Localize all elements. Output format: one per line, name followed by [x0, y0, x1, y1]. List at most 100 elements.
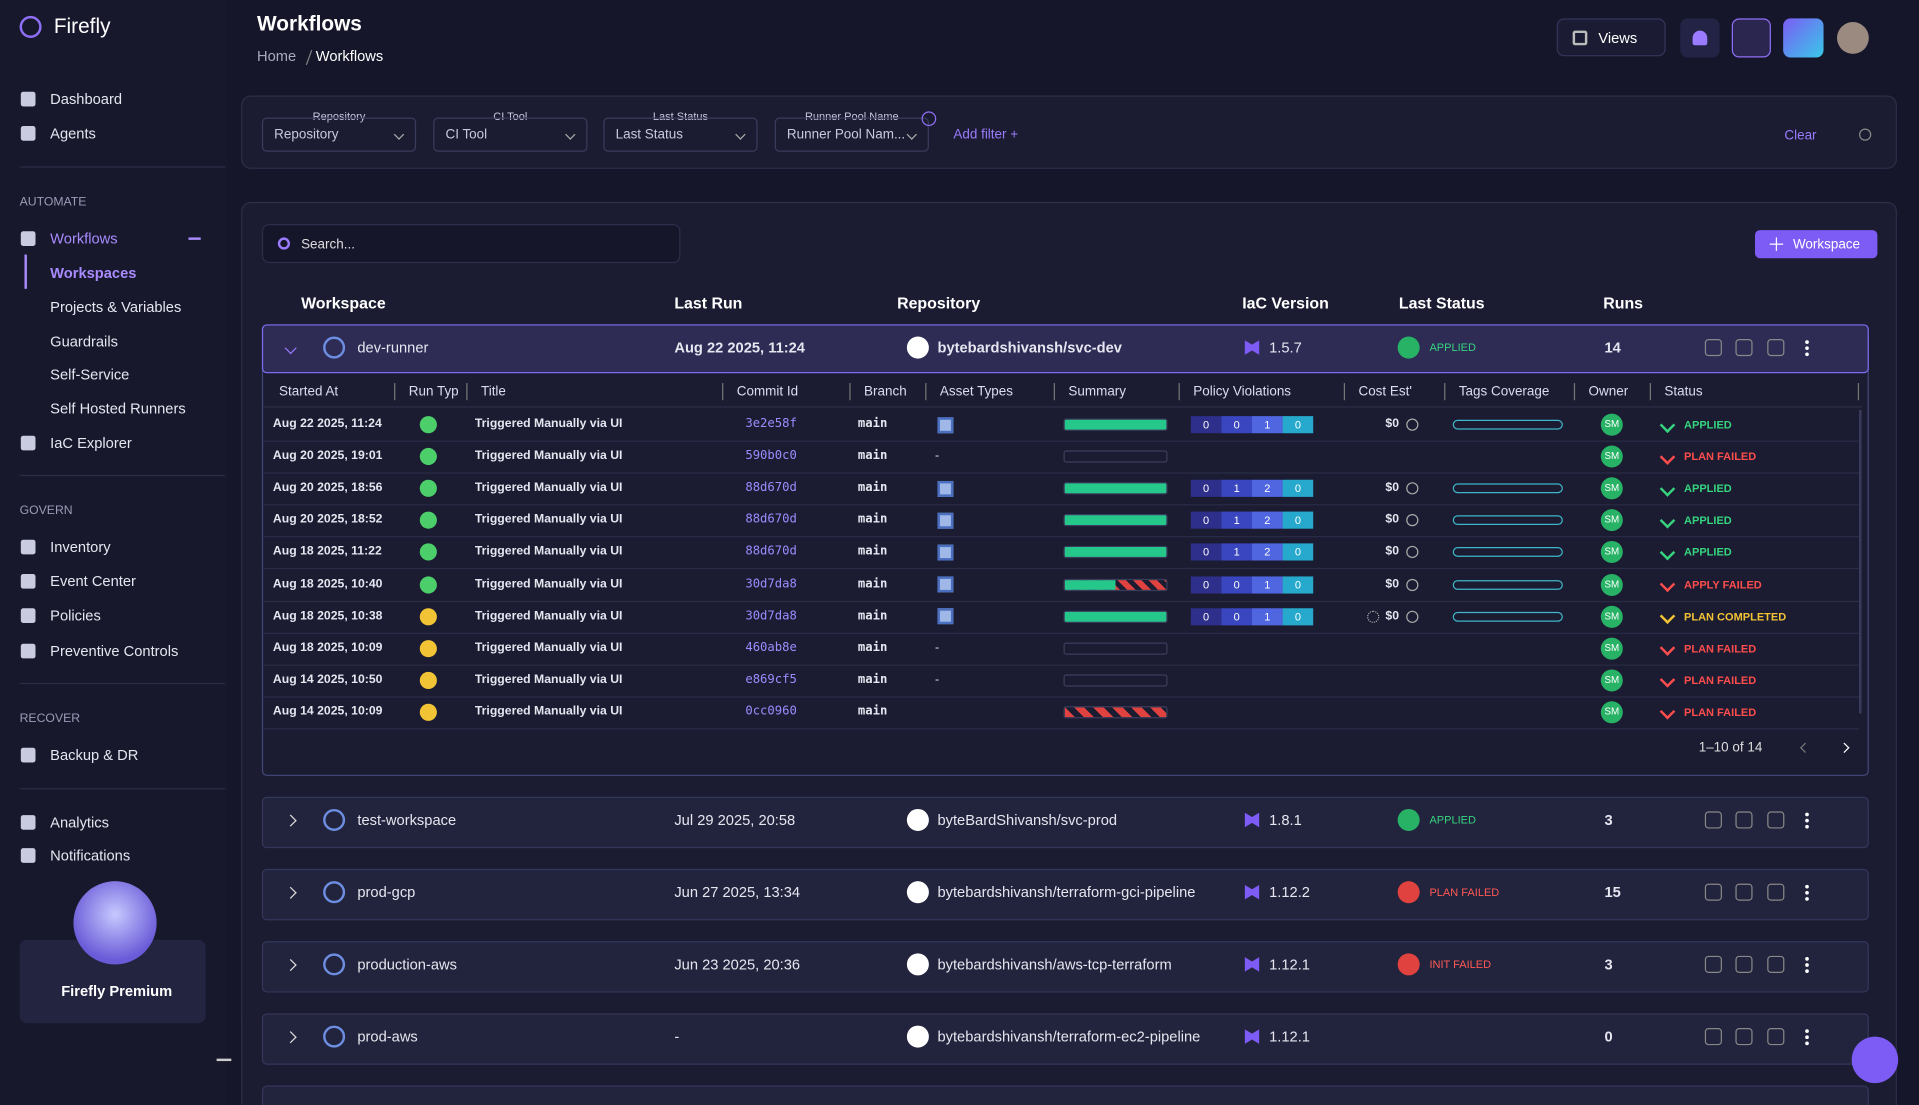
repository[interactable]: bytebardshivansh/svc-dev	[937, 339, 1122, 357]
commit-id[interactable]: 88d670d	[745, 481, 797, 495]
owner-avatar	[1600, 669, 1623, 692]
workspace-button-label[interactable]: Workspace	[1792, 237, 1861, 253]
nav-item[interactable]: Analytics	[50, 813, 109, 831]
nav-item[interactable]: Notifications	[50, 846, 131, 865]
views-label[interactable]: Views	[1598, 29, 1638, 47]
violation-count: 0	[1203, 418, 1210, 431]
commit-id[interactable]: 30d7da8	[745, 577, 797, 591]
owner-avatar	[1600, 541, 1623, 564]
last-run: Aug 22 2025, 11:24	[674, 339, 805, 357]
repository[interactable]: byteBardShivansh/svc-prod	[937, 811, 1118, 829]
run-title: Triggered Manually via UI	[474, 449, 623, 463]
commit-id[interactable]: 0cc0960	[745, 704, 797, 719]
search-placeholder[interactable]: Search...	[301, 237, 355, 253]
nav-subitem[interactable]: Workspaces	[50, 264, 137, 282]
more-dot	[1804, 890, 1809, 895]
search-icon	[277, 237, 291, 250]
divider	[19, 788, 226, 790]
commit-id[interactable]: 88d670d	[745, 545, 797, 559]
filter-select[interactable]	[774, 117, 929, 152]
runs-column-header: Cost Est'	[1358, 384, 1412, 399]
workspace-row[interactable]	[261, 1013, 1869, 1065]
branch: main	[857, 608, 888, 623]
nav-item[interactable]: Preventive Controls	[50, 642, 179, 660]
commit-id[interactable]: e869cf5	[745, 672, 797, 687]
github-icon	[906, 336, 929, 359]
runs-column-header: Branch	[864, 384, 907, 399]
nav-item[interactable]: Policies	[50, 607, 101, 625]
repository[interactable]: bytebardshivansh/terraform-gci-pipeline	[937, 883, 1196, 901]
workspace-row[interactable]	[261, 324, 1869, 374]
nav-item[interactable]: Event Center	[50, 572, 136, 590]
filter-select[interactable]	[433, 117, 588, 152]
branch: main	[857, 640, 888, 655]
row-action	[1704, 811, 1722, 829]
run-type-icon	[419, 575, 437, 593]
invite-button[interactable]	[1731, 18, 1771, 58]
nav-subitem[interactable]: Guardrails	[50, 332, 118, 351]
filter-select[interactable]	[261, 117, 417, 152]
filter-select[interactable]	[603, 117, 758, 152]
nav-item[interactable]: Inventory	[50, 538, 111, 556]
status-label: PLAN FAILED	[1429, 886, 1500, 899]
violation-cell	[1190, 607, 1222, 625]
nav-subitem[interactable]: Self Hosted Runners	[50, 400, 186, 418]
clear-filters[interactable]: Clear	[1784, 128, 1817, 144]
filter-label: Repository	[312, 110, 366, 123]
commit-id[interactable]: 88d670d	[745, 513, 797, 527]
add-filter[interactable]: Add filter +	[953, 127, 1019, 142]
nav-item[interactable]: Dashboard	[50, 90, 123, 108]
repository[interactable]: bytebardshivansh/aws-tcp-terraform	[937, 955, 1172, 973]
nav-subitem[interactable]: Self-Service	[50, 365, 130, 384]
branch: main	[857, 577, 888, 591]
violation-count: 0	[1294, 482, 1301, 495]
violation-cell	[1282, 607, 1314, 625]
workspace-name[interactable]: prod-gcp	[357, 883, 416, 901]
commit-id[interactable]: 3e2e58f	[745, 417, 797, 431]
more-dot	[1804, 812, 1809, 816]
github-icon	[906, 881, 929, 904]
nav-subitem[interactable]: Projects & Variables	[50, 298, 182, 316]
breadcrumb-item[interactable]: Home	[257, 47, 297, 65]
summary-bar	[1063, 642, 1168, 655]
workspace-row[interactable]	[261, 941, 1869, 993]
run-status: PLAN FAILED	[1684, 450, 1757, 463]
runs-column-header: Commit Id	[736, 384, 799, 399]
violation-count: 0	[1294, 546, 1301, 559]
runs-count: 0	[1604, 1028, 1613, 1046]
iac-version: 1.8.1	[1269, 811, 1302, 829]
commit-id[interactable]: 590b0c0	[745, 449, 797, 463]
summary-bar	[1063, 450, 1168, 463]
violation-count: 0	[1203, 546, 1210, 559]
nav-item[interactable]: Workflows	[50, 230, 118, 248]
nav-item[interactable]: IaC Explorer	[50, 434, 132, 452]
violation-count: 0	[1294, 514, 1301, 527]
nav-item[interactable]: Backup & DR	[50, 746, 139, 764]
nav-item[interactable]: Agents	[50, 124, 96, 142]
play-button[interactable]	[1783, 18, 1824, 58]
commit-id[interactable]: 30d7da8	[745, 608, 797, 623]
branch: main	[857, 481, 888, 495]
asset-types: -	[935, 449, 940, 463]
promo-title[interactable]: Firefly Premium	[61, 982, 173, 1000]
more-dot	[1804, 1028, 1809, 1033]
section-title: GOVERN	[19, 504, 73, 518]
runs-count: 15	[1604, 883, 1621, 901]
repository[interactable]: bytebardshivansh/terraform-ec2-pipeline	[937, 1028, 1201, 1046]
workspace-row[interactable]	[261, 868, 1869, 921]
active-indicator	[24, 254, 27, 289]
owner-initials: SM	[1604, 418, 1620, 430]
workspace-row[interactable]	[261, 796, 1869, 849]
runs-column-header: Tags Coverage	[1458, 384, 1550, 399]
owner-avatar	[1600, 701, 1623, 724]
workspace-name[interactable]: production-aws	[357, 955, 457, 973]
workspace-name[interactable]: test-workspace	[357, 811, 457, 829]
row-action	[1704, 339, 1722, 357]
violation-cell	[1251, 575, 1283, 593]
workspace-name[interactable]: dev-runner	[357, 339, 429, 357]
workspace-name[interactable]: prod-aws	[357, 1028, 418, 1046]
run-status: APPLIED	[1684, 546, 1732, 559]
search-box[interactable]	[261, 223, 681, 264]
commit-id[interactable]: 460ab8e	[745, 640, 797, 655]
filter-label: Last Status	[652, 110, 709, 123]
